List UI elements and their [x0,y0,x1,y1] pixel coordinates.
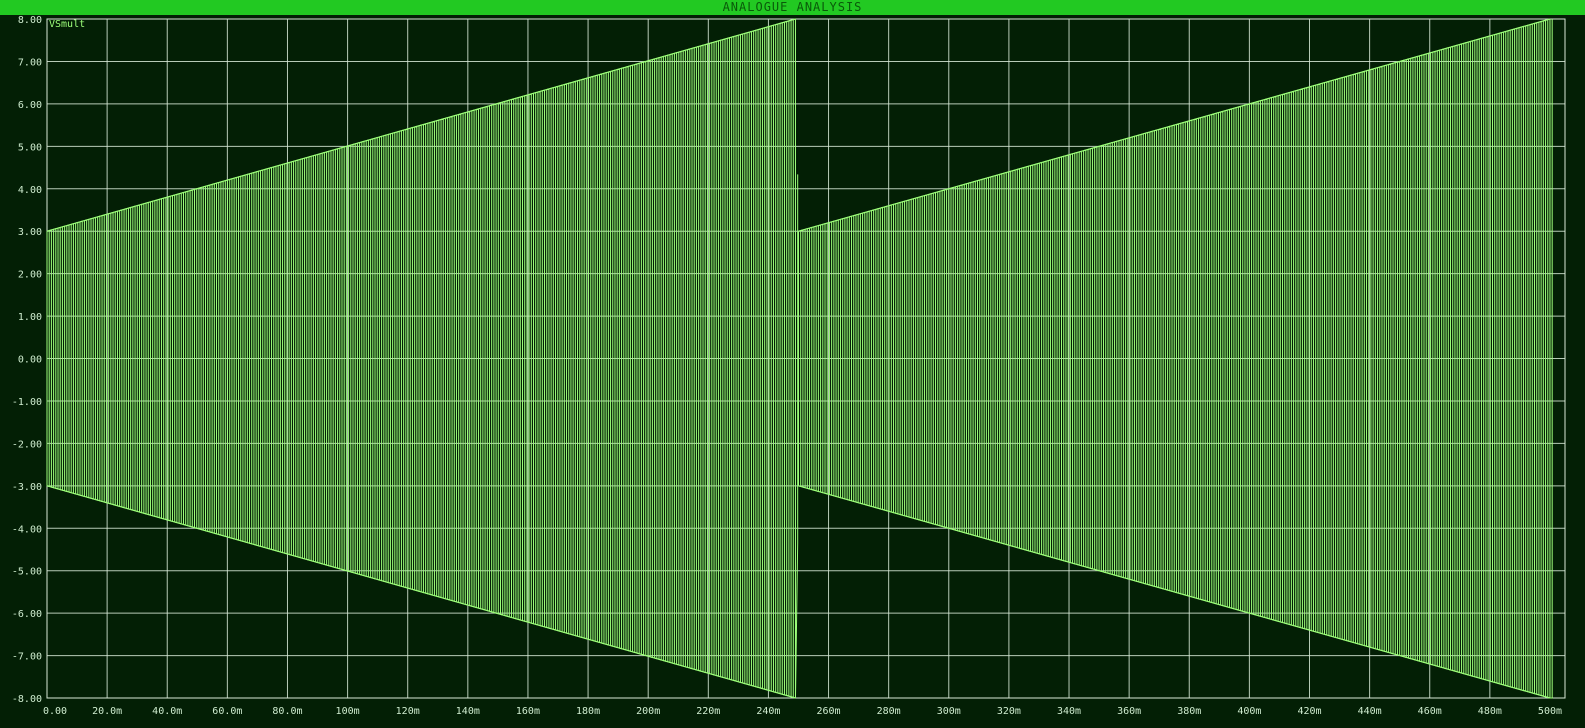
x-tick-label: 340m [1057,706,1081,717]
x-tick-label: 440m [1358,706,1382,717]
title-bar: ANALOGUE ANALYSIS [0,0,1585,16]
x-tick-label: 40.0m [152,706,182,717]
y-tick-label: -7.00 [12,652,42,663]
y-tick-label: -8.00 [12,694,42,705]
y-tick-label: 1.00 [18,312,42,323]
envelope-top-2 [798,18,1551,232]
plot-background [0,15,1585,728]
x-tick-label: 120m [396,706,420,717]
x-tick-label: 380m [1177,706,1201,717]
x-tick-label: 460m [1418,706,1442,717]
x-tick-label: 140m [456,706,480,717]
y-tick-label: 5.00 [18,142,42,153]
y-tick-label: 4.00 [18,185,42,196]
envelope-top-1 [46,18,796,232]
x-tick-label: 60.0m [212,706,242,717]
series-label: VSmult [49,19,85,30]
x-tick-label: 360m [1117,706,1141,717]
y-tick-label: -1.00 [12,397,42,408]
y-axis-labels: 8.00 7.00 6.00 5.00 4.00 3.00 2.00 1.00 0.00 -1.0… [12,15,42,705]
y-tick-label: 3.00 [18,227,42,238]
x-tick-label: 80.0m [272,706,302,717]
x-tick-label: 200m [636,706,660,717]
trace-vsmult [46,18,1553,699]
x-tick-label: 480m [1478,706,1502,717]
envelope-bottom-1 [46,485,796,699]
x-tick-label: 100m [336,706,360,717]
y-tick-label: 6.00 [18,100,42,111]
x-tick-label: 20.0m [92,706,122,717]
y-tick-label: -2.00 [12,439,42,450]
y-tick-label: -4.00 [12,524,42,535]
window-title: ANALOGUE ANALYSIS [722,0,863,14]
y-tick-label: -5.00 [12,567,42,578]
x-tick-label: 420m [1297,706,1321,717]
x-tick-label: 500m [1538,706,1562,717]
y-tick-label: 2.00 [18,270,42,281]
y-tick-label: 0.00 [18,355,42,366]
x-tick-label: 400m [1237,706,1261,717]
x-tick-label: 260m [816,706,840,717]
x-tick-label: 0.00 [43,706,67,717]
x-tick-label: 180m [576,706,600,717]
x-tick-label: 160m [516,706,540,717]
y-tick-label: -6.00 [12,609,42,620]
plot-area[interactable]: 8.00 7.00 6.00 5.00 4.00 3.00 2.00 1.00 0.00 -1.0… [0,15,1585,728]
y-tick-label: 8.00 [18,15,42,26]
y-tick-label: 7.00 [18,57,42,68]
x-tick-label: 220m [696,706,720,717]
x-tick-label: 300m [937,706,961,717]
x-tick-label: 280m [877,706,901,717]
y-tick-label: -3.00 [12,482,42,493]
x-tick-label: 240m [756,706,780,717]
envelope-bottom-2 [798,485,1551,699]
x-tick-label: 320m [997,706,1021,717]
x-axis-labels: 0.00 20.0m 40.0m 60.0m 80.0m 100m 120m 140m 160m… [43,706,1562,717]
